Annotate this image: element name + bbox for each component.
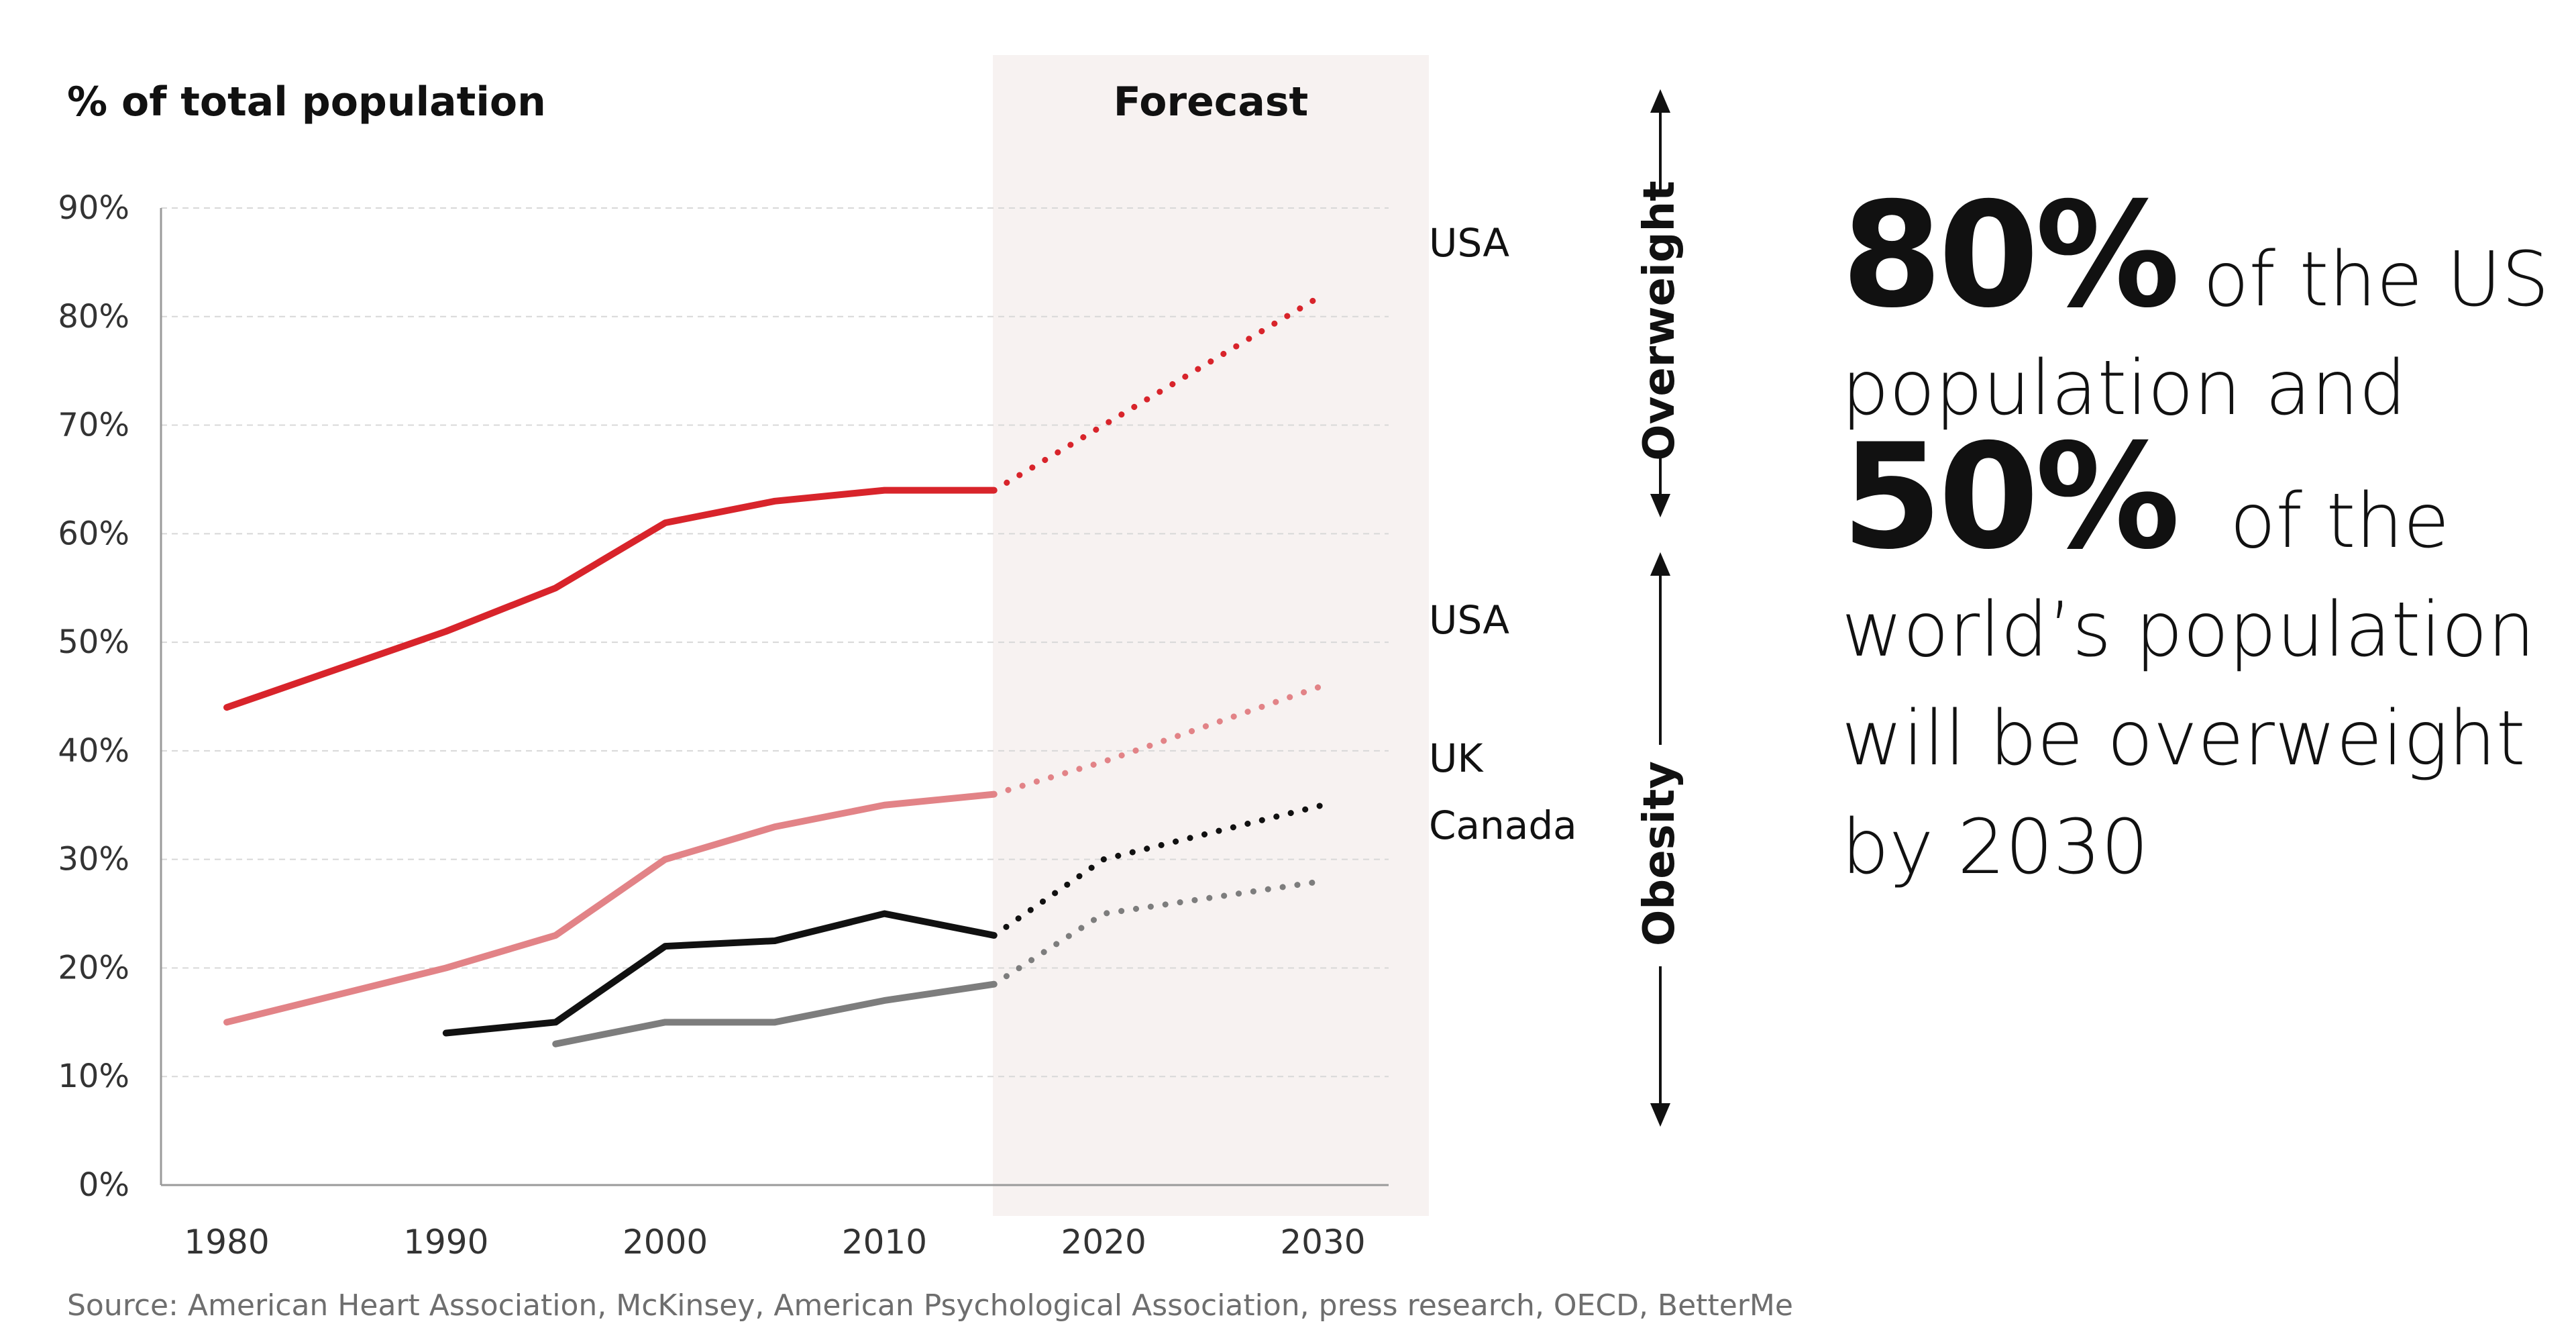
series-label-canada: Canada (1429, 803, 1577, 848)
series-forecast-1 (991, 682, 1326, 798)
headline-text-1: of the US (2203, 236, 2550, 323)
headline-text-4: world’s population (1841, 586, 2535, 674)
series-label-usa-obesity: USA (1429, 597, 1509, 643)
series-line-1 (223, 790, 998, 1026)
y-tick-label: 70% (58, 407, 129, 444)
chart-title: % of total population (67, 79, 546, 125)
headline-text-5: will be overweight (1841, 695, 2526, 782)
forecast-band (993, 55, 1429, 1216)
series-line-3 (552, 980, 998, 1047)
headline-line-3: 50% of the (1841, 425, 2566, 576)
headline-text-6: by 2030 (1841, 804, 2149, 891)
series-forecast-2 (991, 802, 1326, 939)
obesity-label: Obesity (1635, 761, 1684, 946)
x-tick-label: 2000 (623, 1223, 708, 1262)
stat-50-percent: 50% (1841, 413, 2180, 581)
x-tick-label: 1990 (403, 1223, 488, 1262)
y-tick-label: 60% (58, 515, 129, 552)
y-tick-label: 20% (58, 949, 129, 986)
y-tick-label: 0% (78, 1166, 129, 1204)
series-forecast-0 (991, 291, 1326, 494)
headline-line-1: 80% of the US (1841, 183, 2566, 334)
y-tick-label: 30% (58, 841, 129, 878)
y-tick-label: 90% (58, 189, 129, 227)
y-tick-label: 40% (58, 732, 129, 770)
gridlines (161, 207, 1389, 1078)
y-tick-label: 10% (58, 1058, 129, 1095)
source-note: Source: American Heart Association, McKi… (67, 1288, 1793, 1323)
headline-text-3: of the (2230, 478, 2450, 565)
headline-text-2: population and (1841, 345, 2407, 432)
overweight-bracket (1650, 89, 1671, 518)
headline: 80% of the US population and 50% of the wo… (1841, 183, 2566, 902)
overweight-label: Overweight (1635, 181, 1684, 461)
x-tick-label: 1980 (184, 1223, 269, 1262)
x-tick-label: 2030 (1280, 1223, 1365, 1262)
x-tick-labels: 1980 1990 2000 2010 2020 2030 (184, 1223, 1365, 1262)
series-label-uk: UK (1429, 735, 1484, 781)
y-tick-label: 50% (58, 623, 129, 661)
x-tick-label: 2010 (842, 1223, 927, 1262)
forecast-label: Forecast (1114, 79, 1309, 125)
stat-80-percent: 80% (1841, 171, 2180, 340)
series-label-usa-overweight: USA (1429, 220, 1509, 266)
series-forecast-3 (991, 878, 1326, 988)
y-tick-labels: 0% 10% 20% 30% 40% 50% 60% 70% 80% 90% (58, 189, 129, 1204)
obesity-bracket (1650, 552, 1671, 1127)
series-line-0 (223, 487, 998, 711)
x-tick-label: 2020 (1061, 1223, 1146, 1262)
series-line-2 (442, 910, 998, 1037)
y-tick-label: 80% (58, 298, 129, 336)
series-lines (223, 291, 1326, 1047)
